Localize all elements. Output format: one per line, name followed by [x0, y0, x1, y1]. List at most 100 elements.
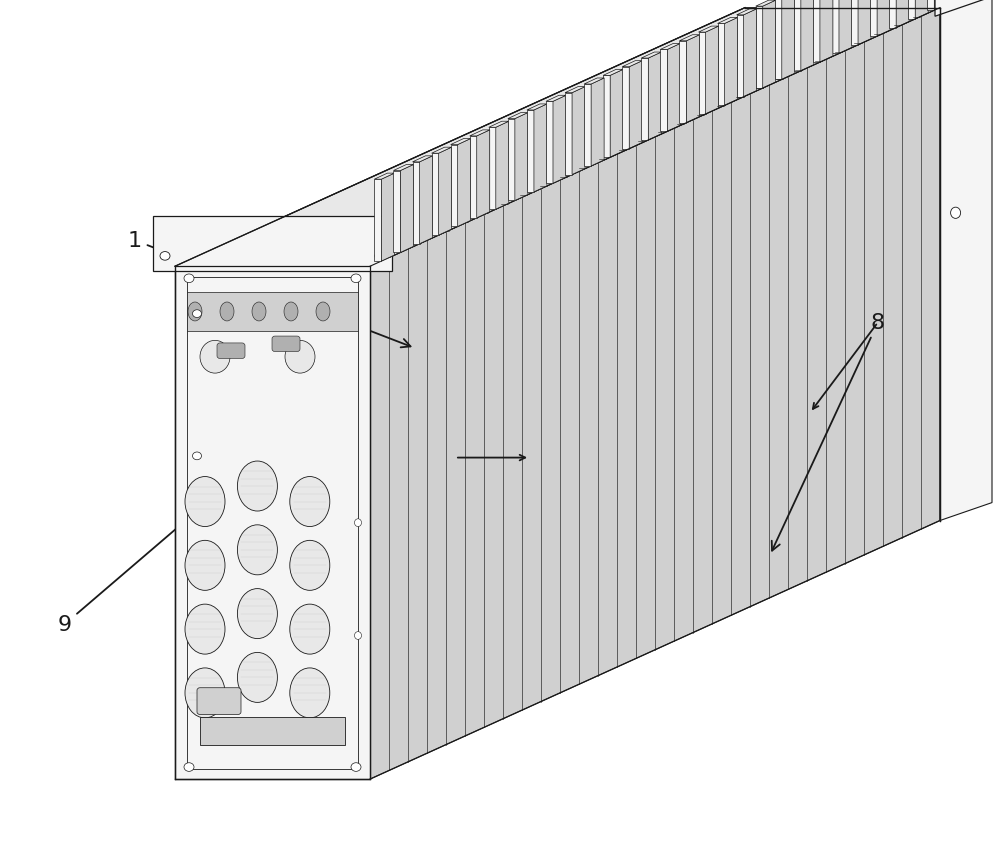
- Polygon shape: [153, 217, 392, 271]
- Polygon shape: [603, 71, 623, 77]
- Polygon shape: [679, 35, 699, 41]
- Ellipse shape: [185, 604, 225, 654]
- Polygon shape: [839, 0, 852, 54]
- Polygon shape: [470, 131, 490, 137]
- Polygon shape: [187, 293, 358, 331]
- Polygon shape: [832, 0, 839, 54]
- Polygon shape: [756, 1, 776, 7]
- Polygon shape: [508, 120, 515, 201]
- Polygon shape: [641, 53, 661, 59]
- Ellipse shape: [354, 519, 362, 527]
- Ellipse shape: [316, 303, 330, 322]
- Polygon shape: [896, 0, 909, 28]
- Polygon shape: [584, 79, 604, 85]
- Polygon shape: [527, 111, 534, 193]
- Polygon shape: [381, 174, 394, 262]
- Polygon shape: [470, 137, 477, 219]
- Polygon shape: [870, 0, 877, 37]
- Ellipse shape: [200, 341, 230, 374]
- Polygon shape: [451, 139, 471, 146]
- Ellipse shape: [290, 541, 330, 591]
- Ellipse shape: [237, 589, 277, 639]
- Text: 8: 8: [772, 313, 885, 551]
- Polygon shape: [477, 131, 490, 219]
- Polygon shape: [432, 154, 439, 236]
- Polygon shape: [756, 7, 763, 89]
- Polygon shape: [775, 0, 782, 80]
- Polygon shape: [940, 0, 992, 521]
- Polygon shape: [935, 0, 997, 17]
- Polygon shape: [591, 79, 604, 167]
- Polygon shape: [686, 35, 699, 123]
- Text: 1: 1: [128, 231, 411, 348]
- Polygon shape: [718, 18, 738, 24]
- Polygon shape: [534, 105, 547, 193]
- Ellipse shape: [192, 453, 201, 461]
- Polygon shape: [527, 105, 547, 111]
- Polygon shape: [622, 62, 642, 68]
- Polygon shape: [393, 171, 400, 253]
- Polygon shape: [915, 0, 928, 20]
- Polygon shape: [572, 88, 585, 176]
- Ellipse shape: [284, 303, 298, 322]
- Polygon shape: [660, 44, 680, 50]
- Ellipse shape: [951, 208, 961, 220]
- Polygon shape: [737, 15, 744, 97]
- Polygon shape: [934, 0, 947, 11]
- Polygon shape: [489, 122, 509, 128]
- Polygon shape: [553, 96, 566, 184]
- Ellipse shape: [237, 653, 277, 703]
- Polygon shape: [782, 0, 795, 80]
- Polygon shape: [496, 122, 509, 210]
- Polygon shape: [374, 174, 394, 180]
- Polygon shape: [508, 114, 528, 120]
- Polygon shape: [546, 96, 566, 102]
- Polygon shape: [718, 24, 725, 106]
- Polygon shape: [546, 102, 553, 184]
- FancyBboxPatch shape: [217, 344, 245, 359]
- Ellipse shape: [185, 477, 225, 527]
- Ellipse shape: [285, 341, 315, 374]
- Polygon shape: [744, 9, 757, 97]
- Ellipse shape: [290, 668, 330, 718]
- Ellipse shape: [188, 303, 202, 322]
- Polygon shape: [737, 9, 757, 15]
- Polygon shape: [458, 139, 471, 227]
- Polygon shape: [175, 9, 940, 267]
- Ellipse shape: [184, 763, 194, 771]
- Ellipse shape: [354, 632, 362, 640]
- Polygon shape: [679, 41, 686, 123]
- Ellipse shape: [290, 477, 330, 527]
- Polygon shape: [413, 157, 433, 163]
- Polygon shape: [927, 0, 934, 11]
- Ellipse shape: [185, 668, 225, 718]
- Polygon shape: [565, 88, 585, 94]
- Polygon shape: [667, 44, 680, 132]
- Polygon shape: [877, 0, 890, 37]
- FancyBboxPatch shape: [272, 337, 300, 352]
- Polygon shape: [565, 94, 572, 176]
- Polygon shape: [706, 27, 719, 115]
- Polygon shape: [584, 85, 591, 167]
- FancyBboxPatch shape: [197, 688, 241, 715]
- Polygon shape: [699, 27, 719, 33]
- Ellipse shape: [375, 252, 385, 261]
- Ellipse shape: [351, 763, 361, 771]
- Ellipse shape: [192, 311, 201, 319]
- Polygon shape: [660, 50, 667, 132]
- Polygon shape: [648, 53, 661, 141]
- Ellipse shape: [351, 275, 361, 283]
- Polygon shape: [908, 0, 915, 20]
- Polygon shape: [801, 0, 814, 71]
- Polygon shape: [439, 148, 452, 236]
- Polygon shape: [374, 180, 381, 262]
- Polygon shape: [629, 62, 642, 150]
- Polygon shape: [175, 267, 370, 779]
- Polygon shape: [813, 0, 820, 63]
- Polygon shape: [794, 0, 801, 71]
- Polygon shape: [622, 68, 629, 150]
- Polygon shape: [725, 18, 738, 106]
- Ellipse shape: [185, 541, 225, 591]
- Polygon shape: [400, 165, 413, 253]
- Ellipse shape: [252, 303, 266, 322]
